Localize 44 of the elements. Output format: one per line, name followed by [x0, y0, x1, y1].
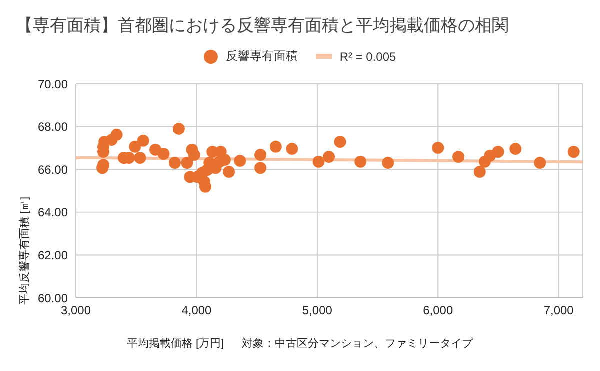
text: 対象：中古区分マンション、ファミリータイプ	[242, 336, 474, 351]
x-axis-title: 平均掲載価格 [万円]	[126, 337, 224, 351]
point	[382, 156, 394, 169]
point	[134, 152, 146, 164]
point	[223, 166, 236, 178]
point	[354, 156, 367, 168]
point	[323, 150, 336, 163]
point	[137, 134, 150, 147]
point	[181, 156, 194, 169]
x-tick-label: 7,000	[544, 304, 574, 318]
point	[510, 143, 522, 156]
point	[534, 156, 546, 169]
point	[474, 166, 486, 178]
x-tick-label: 6,000	[423, 304, 454, 318]
point	[158, 148, 170, 160]
y-tick-label: 70.00	[38, 77, 68, 92]
point	[452, 150, 465, 163]
point	[254, 162, 267, 174]
point	[334, 136, 346, 148]
point	[312, 156, 325, 168]
y-axis-title: 平均反響専有面積 [㎡]	[18, 196, 31, 306]
point	[168, 156, 181, 169]
y-tick-label: 66.00	[38, 162, 68, 177]
legend-label: R² = 0.005	[340, 50, 396, 64]
point	[129, 140, 142, 153]
point	[188, 149, 200, 162]
point	[286, 143, 298, 156]
point	[492, 146, 504, 158]
chart-title: 【専有面積】首都圏における反響専有面積と平均掲載価格の相関	[16, 15, 509, 37]
x-tick-label: 4,000	[182, 304, 212, 318]
point	[568, 146, 580, 158]
y-tick-label: 62.00	[38, 248, 68, 262]
x-tick-label: 5,000	[302, 304, 333, 318]
point	[172, 122, 185, 135]
point	[110, 128, 123, 141]
y-tick-label: 68.00	[38, 120, 68, 134]
point	[270, 140, 282, 153]
point	[432, 142, 444, 154]
point	[234, 155, 246, 168]
y-tick-label: 60.00	[38, 291, 68, 306]
point	[254, 149, 267, 162]
x-tick-label: 3,000	[60, 304, 92, 318]
legend-label: 反響専有面積	[226, 48, 298, 65]
y-tick-label: 64.00	[38, 206, 68, 220]
